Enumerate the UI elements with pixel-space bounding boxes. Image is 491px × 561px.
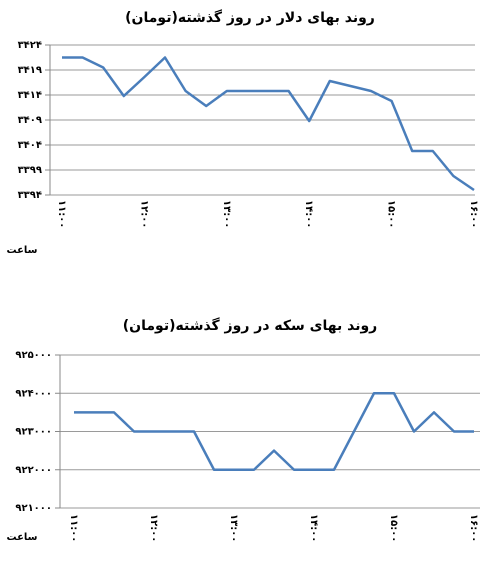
y-tick-label: ۳۳۹۹	[18, 165, 42, 176]
y-tick-label: ۳۳۹۴	[18, 190, 42, 201]
x-tick-label: ۱۴:۰۰	[303, 200, 314, 228]
y-tick-label: ۹۲۲۰۰۰	[15, 465, 52, 476]
y-tick-label: ۹۲۴۰۰۰	[15, 388, 52, 399]
x-tick-label: ۱۲:۰۰	[138, 200, 149, 228]
x-tick-label: ۱۳:۰۰	[228, 514, 239, 542]
x-axis-label: ساعت	[6, 532, 37, 543]
y-tick-label: ۳۴۱۹	[18, 65, 42, 76]
y-tick-label: ۳۴۰۹	[18, 115, 42, 126]
y-tick-label: ۳۴۲۴	[18, 40, 42, 51]
x-axis-label: ساعت	[6, 245, 37, 256]
line-series	[74, 392, 474, 471]
x-tick-label: ۱۶:۰۰	[468, 200, 479, 228]
x-tick-label: ۱۵:۰۰	[386, 200, 397, 228]
x-tick-label: ۱۶:۰۰	[468, 514, 479, 542]
x-tick-label: ۱۵:۰۰	[388, 514, 399, 542]
chart-title: روند بهای دلار در روز گذشته(تومان)	[125, 9, 375, 26]
x-tick-label: ۱۱:۰۰	[68, 514, 79, 542]
x-tick-label: ۱۳:۰۰	[221, 200, 232, 228]
x-tick-label: ۱۱:۰۰	[56, 200, 67, 228]
x-tick-label: ۱۴:۰۰	[308, 514, 319, 542]
y-tick-label: ۳۴۱۴	[18, 90, 42, 101]
line-series	[62, 56, 475, 192]
y-tick-label: ۹۲۳۰۰۰	[15, 427, 52, 438]
y-tick-label: ۹۲۱۰۰۰	[15, 503, 52, 514]
y-tick-label: ۳۴۰۴	[18, 140, 42, 151]
y-tick-label: ۹۲۵۰۰۰	[15, 350, 52, 361]
x-tick-label: ۱۲:۰۰	[148, 514, 159, 542]
chart-title: روند بهای سکه در روز گذشته(تومان)	[123, 317, 377, 334]
